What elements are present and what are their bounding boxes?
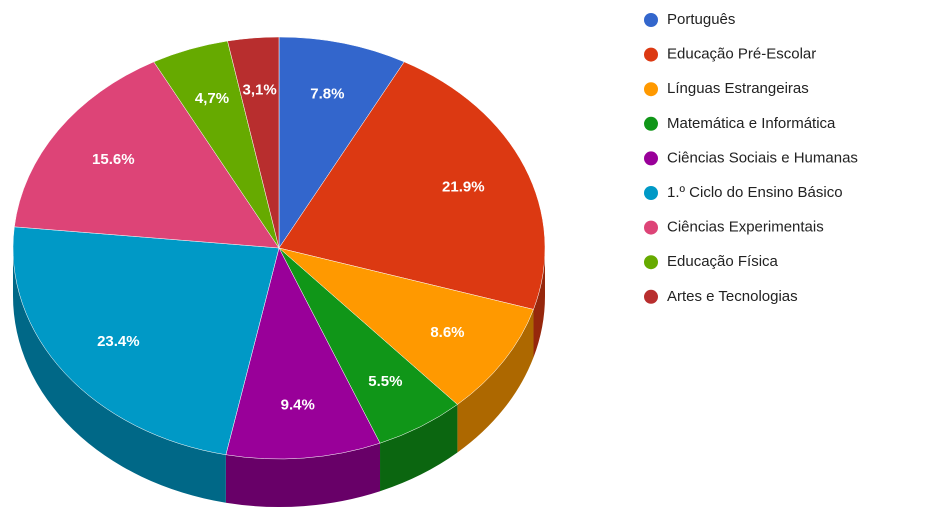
legend-label: Matemática e Informática: [667, 115, 836, 132]
pie-labels: 7.8% 21.9% 8.6% 5.5% 9.4% 23.4% 15.6% 4,7% 3,1%: [92, 81, 485, 413]
slice: [12, 226, 280, 456]
slice: [14, 61, 280, 249]
legend-label: Ciências Experimentais: [667, 219, 824, 236]
slice-label: 3,1%: [242, 81, 276, 98]
slice-label: 15.6%: [92, 151, 135, 168]
legend-label: Educação Física: [667, 253, 779, 270]
slice-side: [457, 309, 534, 453]
legend-swatch: [644, 220, 658, 235]
slice-side: [13, 248, 226, 503]
slice-label: 8.6%: [430, 324, 464, 341]
legend-label: Línguas Estrangeiras: [667, 80, 809, 97]
legend-label: Português: [667, 11, 735, 28]
legend-label: Artes e Tecnologias: [667, 288, 798, 305]
slice-label: 5.5%: [368, 373, 402, 390]
slice-label: 7.8%: [310, 85, 344, 102]
legend-label: Educação Pré-Escolar: [667, 46, 816, 63]
slice-side: [225, 443, 381, 507]
legend-label: 1.º Ciclo do Ensino Básico: [667, 184, 843, 201]
slice: [278, 61, 546, 310]
slice: [278, 247, 534, 405]
slice-label: 21.9%: [442, 178, 485, 195]
pie-sides: [13, 248, 545, 507]
slice: [278, 36, 405, 249]
legend-swatch: [644, 186, 658, 200]
slice-label: 4,7%: [195, 90, 229, 107]
legend-swatch: [644, 47, 658, 62]
slice-side: [533, 248, 545, 358]
legend-swatch: [644, 255, 658, 270]
slice-label: 9.4%: [281, 397, 315, 414]
slice: [225, 247, 381, 460]
legend-swatch: [644, 116, 658, 131]
slice-side: [380, 404, 458, 492]
pie-tops: [12, 36, 546, 460]
legend-swatch: [644, 13, 658, 27]
legend-swatch: [644, 289, 658, 304]
legend-label: Ciências Sociais e Humanas: [667, 149, 858, 166]
legend-swatch: [644, 151, 658, 166]
legend-swatch: [644, 82, 658, 97]
slice-label: 23.4%: [97, 333, 140, 350]
slice: [227, 36, 280, 249]
